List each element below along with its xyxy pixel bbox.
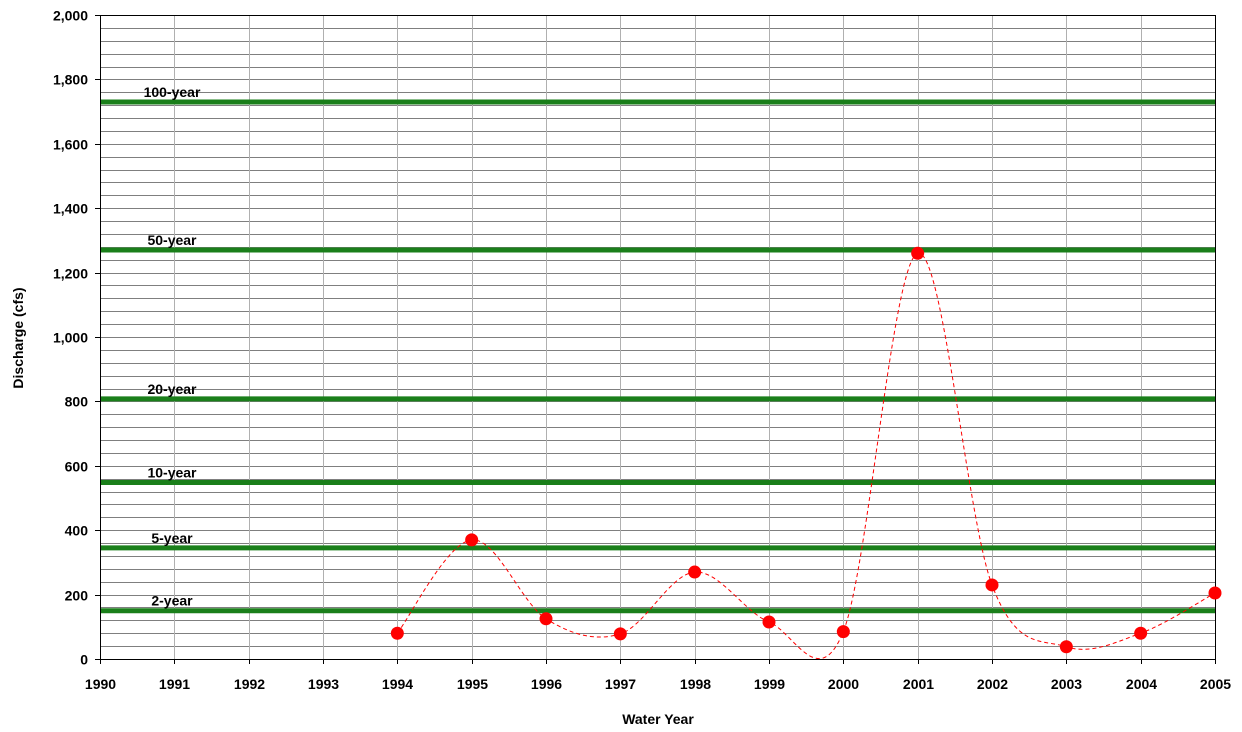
x-tick-label: 1996 — [531, 676, 562, 692]
x-tick-label: 1998 — [680, 676, 711, 692]
data-point — [390, 626, 404, 640]
data-point — [985, 578, 999, 592]
x-tick-label: 2000 — [828, 676, 859, 692]
gridlines — [100, 15, 1215, 659]
reference-line-label: 100-year — [144, 84, 201, 100]
x-tick-label: 1992 — [234, 676, 265, 692]
y-tick-label: 1,200 — [53, 266, 88, 282]
y-tick-label: 800 — [65, 394, 89, 410]
plot-area — [100, 15, 1215, 659]
data-point — [539, 612, 553, 626]
axes: 0 200 400 600 800 1,000 1,200 1,400 1,600 1,800 2,… — [53, 8, 1231, 693]
x-tick-label: 2001 — [903, 676, 934, 692]
reference-line-label: 50-year — [147, 232, 197, 248]
data-point — [836, 625, 850, 639]
y-tick-label: 400 — [65, 523, 89, 539]
x-tick-label: 1999 — [754, 676, 785, 692]
reference-line-label: 5-year — [151, 530, 193, 546]
y-tick-label: 1,000 — [53, 330, 88, 346]
x-tick-label: 2004 — [1126, 676, 1157, 692]
y-axis-title: Discharge (cfs) — [10, 287, 26, 388]
y-tick-label: 1,600 — [53, 137, 88, 153]
data-point — [1208, 586, 1222, 600]
x-tick-label: 1997 — [605, 676, 636, 692]
reference-line-label: 10-year — [147, 465, 197, 481]
x-tick-label: 1991 — [159, 676, 190, 692]
data-point — [911, 246, 925, 260]
y-tick-label: 2,000 — [53, 8, 88, 24]
y-tick-label: 1,400 — [53, 201, 88, 217]
reference-line-label: 20-year — [147, 381, 197, 397]
y-tick-label: 600 — [65, 459, 89, 475]
x-tick-label: 1990 — [85, 676, 116, 692]
y-tick-label: 0 — [80, 652, 88, 668]
y-tick-label: 1,800 — [53, 72, 88, 88]
data-series — [390, 246, 1222, 660]
x-axis-title: Water Year — [622, 711, 694, 727]
data-point — [1059, 640, 1073, 654]
reference-line-label: 2-year — [151, 593, 193, 609]
data-point — [613, 627, 627, 641]
data-point — [688, 565, 702, 579]
data-point — [465, 533, 479, 547]
x-tick-label: 1994 — [382, 676, 413, 692]
x-tick-label: 1995 — [457, 676, 488, 692]
x-tick-label: 2005 — [1200, 676, 1231, 692]
data-point — [1134, 626, 1148, 640]
reference-lines: 100-year 50-year 20-year 10-year 5-year 2-yea… — [100, 84, 1215, 614]
data-point — [762, 615, 776, 629]
x-tick-label: 2003 — [1051, 676, 1082, 692]
y-tick-label: 200 — [65, 588, 89, 604]
x-tick-label: 1993 — [308, 676, 339, 692]
x-tick-label: 2002 — [977, 676, 1008, 692]
